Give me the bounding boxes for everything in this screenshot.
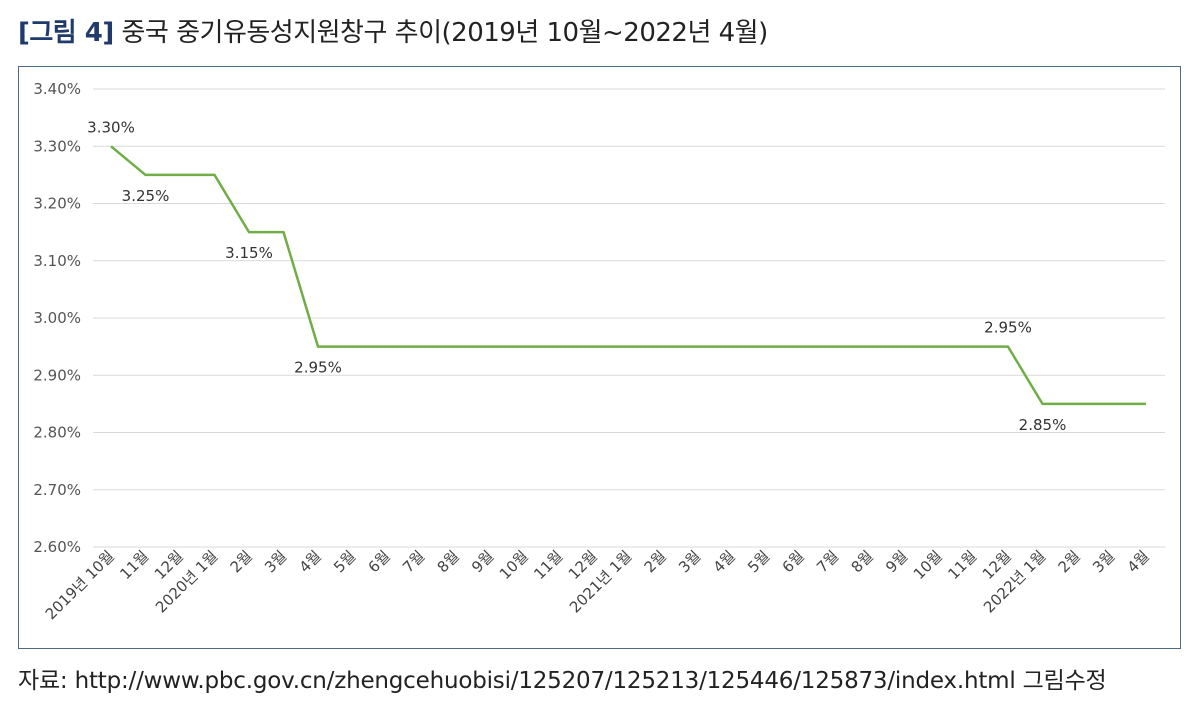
data-label: 2.85%	[1019, 416, 1067, 434]
x-tick-label: 11월	[530, 547, 566, 583]
figure-title: [그림 4] 중국 중기유동성지원창구 추이(2019년 10월~2022년 4…	[18, 12, 768, 49]
x-tick-label: 2월	[641, 547, 670, 576]
x-tick-label: 3월	[1089, 547, 1118, 576]
x-tick-label: 2월	[1055, 547, 1084, 576]
data-label: 3.15%	[225, 244, 273, 262]
x-tick-label: 5월	[744, 547, 773, 576]
line-chart: 2.60% 2.70% 2.80% 2.90% 3.00% 3.10% 3.20% 3.30%…	[33, 80, 1165, 623]
data-label: 3.30%	[87, 118, 135, 136]
x-tick-label: 7월	[813, 547, 842, 576]
x-tick-label: 3월	[675, 547, 704, 576]
x-tick-label: 11월	[944, 547, 980, 583]
y-tick-label: 2.80%	[33, 424, 81, 442]
x-tick-label: 2월	[227, 547, 256, 576]
y-tick-label: 2.90%	[33, 366, 81, 384]
figure-number: [그림 4]	[18, 18, 114, 48]
data-label: 3.25%	[122, 187, 170, 205]
x-tick-label: 2019년 10월	[42, 547, 118, 623]
y-tick-label: 2.60%	[33, 538, 81, 556]
y-tick-label: 3.30%	[33, 137, 81, 155]
y-tick-label: 3.20%	[33, 195, 81, 213]
series-line	[110, 145, 1146, 406]
x-tick-label: 8월	[434, 547, 463, 576]
source-note: 자료: http://www.pbc.gov.cn/zhengcehuobisi…	[18, 668, 1107, 694]
y-tick-label: 3.10%	[33, 252, 81, 270]
x-tick-label: 10월	[496, 547, 532, 583]
y-tick-label: 3.00%	[33, 309, 81, 327]
data-label: 2.95%	[294, 359, 342, 377]
chart-frame: 2.60% 2.70% 2.80% 2.90% 3.00% 3.10% 3.20% 3.30%…	[18, 66, 1181, 649]
y-tick-label: 3.40%	[33, 80, 81, 98]
x-tick-label: 11월	[116, 547, 152, 583]
data-label: 2.95%	[984, 319, 1032, 337]
x-tick-label: 10월	[910, 547, 946, 583]
x-tick-label: 4월	[296, 547, 325, 576]
x-tick-label: 8월	[848, 547, 877, 576]
x-tick-label: 4월	[1124, 547, 1153, 576]
y-tick-label: 2.70%	[33, 481, 81, 499]
x-tick-label: 9월	[468, 547, 497, 576]
x-tick-label: 3월	[261, 547, 290, 576]
figure-title-text: 중국 중기유동성지원창구 추이(2019년 10월~2022년 4월)	[121, 18, 769, 48]
x-tick-label: 6월	[779, 547, 808, 576]
x-tick-label: 4월	[710, 547, 739, 576]
x-tick-label: 5월	[330, 547, 359, 576]
x-tick-label: 7월	[399, 547, 428, 576]
x-tick-label: 6월	[365, 547, 394, 576]
x-tick-label: 9월	[882, 547, 911, 576]
